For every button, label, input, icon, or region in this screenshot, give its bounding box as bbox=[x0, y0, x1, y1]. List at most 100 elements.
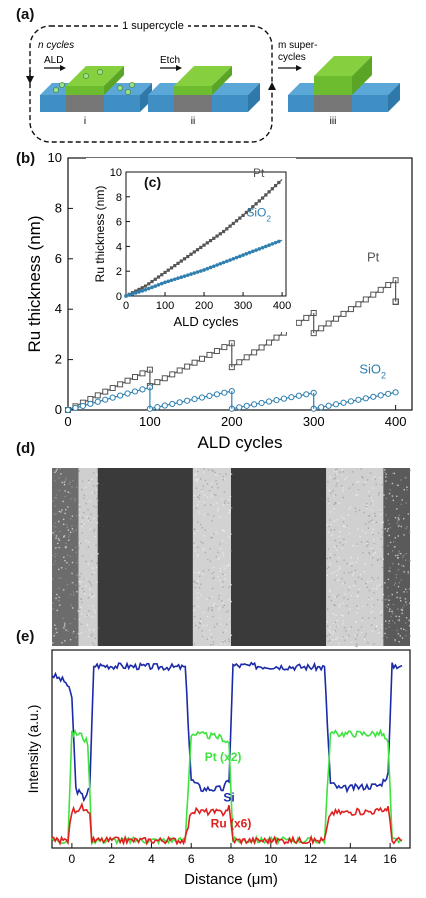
sem-speckle bbox=[332, 613, 335, 615]
inset-data-point bbox=[143, 288, 148, 292]
sem-speckle bbox=[201, 490, 203, 492]
sem-speckle bbox=[96, 485, 98, 487]
sem-speckle bbox=[338, 557, 340, 559]
sem-speckle bbox=[355, 481, 358, 483]
inset-data-point bbox=[254, 202, 258, 206]
data-point bbox=[303, 391, 310, 398]
sem-speckle bbox=[335, 545, 338, 547]
data-point bbox=[94, 398, 101, 405]
sem-speckle bbox=[380, 610, 383, 613]
sem-speckle bbox=[404, 559, 407, 561]
sem-speckle bbox=[209, 547, 212, 550]
sem-speckle bbox=[199, 478, 202, 480]
sem-speckle bbox=[327, 640, 329, 643]
sem-speckle bbox=[63, 535, 66, 537]
schematic-diagram: 1 supercycle n cycles ALD Etch m super- … bbox=[26, 18, 400, 143]
sem-speckle bbox=[397, 608, 399, 610]
sem-speckle bbox=[89, 593, 91, 596]
sem-speckle bbox=[91, 593, 93, 595]
sem-speckle bbox=[193, 542, 195, 545]
sem-speckle bbox=[58, 599, 60, 602]
sem-speckle bbox=[354, 569, 357, 572]
sem-speckle bbox=[207, 609, 209, 611]
sem-speckle bbox=[59, 530, 61, 533]
sem-speckle bbox=[336, 519, 339, 521]
sem-speckle bbox=[58, 596, 60, 598]
sem-speckle bbox=[339, 603, 341, 606]
sem-speckle bbox=[229, 495, 232, 498]
inset-data-point bbox=[241, 213, 245, 217]
sem-speckle bbox=[227, 638, 230, 640]
inset-y-tick-label: 2 bbox=[116, 266, 122, 278]
sem-speckle bbox=[389, 541, 392, 544]
sem-speckle bbox=[357, 576, 360, 579]
sem-speckle bbox=[93, 528, 96, 531]
data-point bbox=[169, 400, 176, 408]
sem-speckle bbox=[195, 507, 198, 509]
data-point bbox=[362, 296, 369, 303]
sem-speckle bbox=[71, 528, 74, 530]
inset-data-point bbox=[251, 205, 255, 209]
sem-speckle bbox=[72, 607, 74, 609]
sem-speckle bbox=[83, 497, 85, 500]
data-point bbox=[273, 396, 280, 404]
sem-speckle bbox=[91, 491, 94, 494]
sem-speckle bbox=[87, 613, 90, 616]
sem-speckle bbox=[349, 563, 351, 565]
sem-speckle bbox=[389, 570, 391, 572]
sem-speckle bbox=[69, 492, 71, 494]
data-point bbox=[161, 375, 168, 382]
profile-line bbox=[51, 801, 403, 846]
sem-speckle bbox=[62, 589, 65, 591]
sem-speckle bbox=[342, 583, 344, 585]
sem-speckle bbox=[197, 597, 199, 599]
sem-speckle bbox=[333, 528, 336, 531]
sem-speckle bbox=[215, 605, 217, 607]
sem-speckle bbox=[93, 609, 95, 612]
sem-speckle bbox=[91, 560, 93, 562]
sem-speckle bbox=[72, 530, 75, 533]
sem-speckle bbox=[215, 604, 217, 606]
data-point bbox=[355, 301, 362, 308]
inset-data-point bbox=[208, 239, 213, 243]
sem-speckle bbox=[327, 480, 329, 483]
sem-speckle bbox=[365, 633, 367, 635]
sem-speckle bbox=[400, 503, 402, 506]
sem-speckle bbox=[369, 520, 372, 522]
sem-speckle bbox=[403, 517, 405, 520]
sem-speckle bbox=[399, 599, 402, 602]
data-point bbox=[87, 400, 94, 407]
sem-speckle bbox=[52, 578, 54, 580]
sem-speckle bbox=[372, 503, 374, 505]
sem-speckle bbox=[386, 530, 389, 532]
sem-speckle bbox=[367, 544, 369, 546]
sem-speckle bbox=[384, 469, 386, 471]
sem-speckle bbox=[406, 603, 408, 606]
sem-speckle bbox=[328, 502, 330, 504]
sem-speckle bbox=[54, 553, 57, 555]
sem-speckle bbox=[372, 553, 375, 556]
sem-speckle bbox=[384, 582, 386, 584]
sem-speckle bbox=[211, 493, 213, 496]
sem-speckle bbox=[54, 632, 56, 635]
sem-speckle bbox=[97, 482, 99, 485]
sem-speckle bbox=[397, 525, 400, 527]
sem-speckle bbox=[361, 619, 364, 622]
sem-speckle bbox=[398, 640, 400, 643]
sem-speckle bbox=[341, 547, 344, 549]
sem-speckle bbox=[409, 602, 411, 604]
sem-speckle bbox=[75, 486, 78, 489]
inset-data-point bbox=[267, 190, 271, 194]
sem-speckle bbox=[85, 585, 87, 587]
inset-data-point bbox=[270, 242, 275, 246]
sem-speckle bbox=[375, 521, 378, 523]
sem-speckle bbox=[89, 588, 91, 590]
sem-speckle bbox=[74, 499, 76, 502]
sem-speckle bbox=[222, 586, 224, 588]
sem-speckle bbox=[396, 508, 398, 510]
inset-data-point bbox=[273, 240, 278, 245]
sem-speckle bbox=[212, 533, 215, 535]
sem-speckle bbox=[334, 539, 337, 542]
sem-speckle bbox=[214, 471, 216, 474]
sem-speckle bbox=[62, 518, 65, 521]
